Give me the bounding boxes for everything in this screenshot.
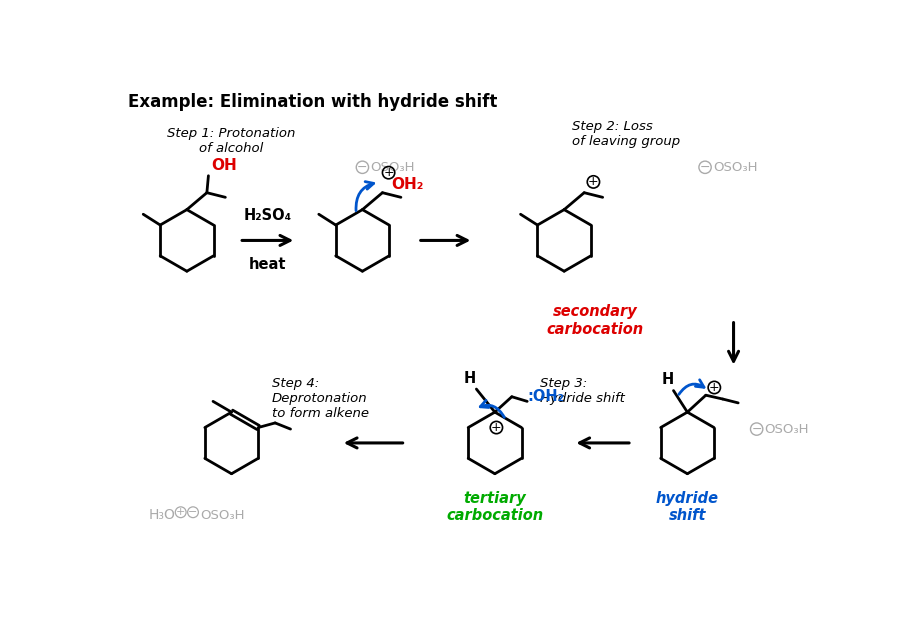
Text: +: + — [709, 381, 719, 394]
Text: Step 4:
Deprotonation
to form alkene: Step 4: Deprotonation to form alkene — [272, 377, 369, 420]
Text: +: + — [176, 507, 185, 517]
Text: +: + — [491, 421, 502, 434]
Text: H₃O: H₃O — [148, 509, 176, 522]
Text: −: − — [188, 507, 197, 517]
Text: −: − — [357, 161, 368, 173]
Text: tertiary
carbocation: tertiary carbocation — [446, 490, 543, 523]
Text: Step 2: Loss
of leaving group: Step 2: Loss of leaving group — [572, 120, 680, 147]
Text: +: + — [588, 175, 598, 188]
Text: OH: OH — [211, 158, 237, 173]
Text: H₂SO₄: H₂SO₄ — [243, 208, 291, 223]
Text: OSO₃H: OSO₃H — [713, 161, 757, 173]
Text: +: + — [384, 166, 394, 179]
Text: heat: heat — [249, 257, 287, 272]
Text: OSO₃H: OSO₃H — [764, 422, 809, 436]
Text: Step 3:
Hydride shift: Step 3: Hydride shift — [539, 377, 624, 405]
Text: Step 1: Protonation
of alcohol: Step 1: Protonation of alcohol — [167, 127, 296, 155]
Text: hydride
shift: hydride shift — [656, 490, 719, 523]
Text: −: − — [751, 422, 762, 436]
Text: Example: Elimination with hydride shift: Example: Elimination with hydride shift — [128, 94, 498, 111]
Text: OSO₃H: OSO₃H — [201, 509, 245, 522]
Text: :OH₂: :OH₂ — [527, 389, 564, 404]
Text: OSO₃H: OSO₃H — [370, 161, 415, 173]
Text: H: H — [464, 371, 477, 386]
Text: OH₂: OH₂ — [392, 177, 424, 192]
Text: −: − — [700, 161, 710, 173]
Text: H: H — [661, 373, 673, 388]
Text: secondary
carbocation: secondary carbocation — [547, 305, 644, 337]
